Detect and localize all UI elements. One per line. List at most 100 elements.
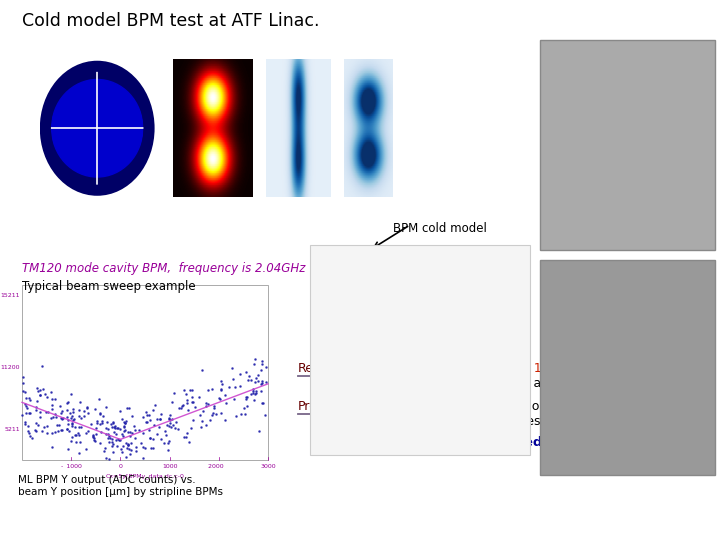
Point [102,429,114,438]
Ellipse shape [75,104,120,152]
Point [187,397,199,406]
Point [40,408,52,416]
Point [261,378,272,387]
Point [161,431,172,440]
Point [125,427,136,436]
Point [61,413,73,422]
Point [181,399,193,407]
Point [122,440,134,448]
Point [111,442,122,450]
Point [62,424,73,433]
Point [163,414,175,422]
Point [186,423,197,432]
Point [250,374,261,382]
Point [89,404,101,413]
Point [117,429,128,438]
Ellipse shape [55,84,139,173]
Point [117,415,128,423]
Point [107,448,119,457]
Point [242,376,253,384]
Point [252,371,264,380]
Point [87,432,99,441]
Point [121,438,132,447]
Point [200,399,212,408]
Point [215,385,226,394]
Text: BPM cold model: BPM cold model [393,222,487,235]
Point [90,430,102,438]
Point [17,373,29,381]
Point [106,437,117,446]
Text: Further study is planned in Autumn!!: Further study is planned in Autumn!! [358,436,636,449]
Point [74,397,86,406]
Point [148,406,159,415]
Point [153,423,164,431]
Point [35,390,46,399]
Point [114,407,126,415]
Point [207,408,219,417]
Point [119,421,130,430]
Point [111,424,122,433]
Point [216,380,228,388]
Point [30,406,42,415]
Point [213,394,225,402]
Point [122,441,134,449]
Text: 11200: 11200 [1,365,20,370]
Text: U-shape (not V-shape) by common mode mixture?: U-shape (not V-shape) by common mode mix… [358,400,678,413]
Point [220,416,231,424]
Point [238,404,250,413]
Point [93,395,104,404]
Point [248,359,260,368]
Point [168,389,180,398]
Point [53,421,65,429]
Point [207,385,218,394]
Point [144,434,156,442]
Point [37,384,49,393]
Point [248,396,259,404]
Point [247,384,258,393]
Point [179,385,190,394]
Point [164,418,176,427]
Point [55,408,66,417]
Point [32,421,44,430]
Point [256,357,268,366]
Point [137,429,148,437]
Point [256,387,267,395]
Point [102,424,114,433]
Ellipse shape [78,109,116,148]
Point [256,399,268,407]
Point [82,427,94,435]
Point [256,379,268,388]
Point [71,431,82,440]
Point [80,429,91,437]
Point [166,397,177,406]
Point [180,433,192,442]
Point [169,424,181,433]
Text: Typical beam sweep example: Typical beam sweep example [22,280,196,293]
Point [48,413,59,421]
Point [122,440,133,449]
Point [19,400,30,409]
Text: Problems:: Problems: [298,400,360,413]
Point [220,399,232,407]
Point [145,444,156,453]
Point [97,411,109,420]
Point [34,408,45,416]
Point [194,393,205,401]
Point [143,410,155,419]
Point [202,386,214,394]
Point [240,393,252,401]
Point [51,421,63,429]
Point [30,426,41,435]
Point [158,438,169,447]
Point [49,410,60,418]
Point [78,407,90,415]
Point [57,426,68,435]
Point [34,391,45,400]
Point [73,431,84,440]
Point [179,433,190,442]
Point [240,409,251,418]
Point [197,416,208,425]
Point [19,387,30,396]
FancyBboxPatch shape [22,285,268,460]
Point [174,404,185,413]
